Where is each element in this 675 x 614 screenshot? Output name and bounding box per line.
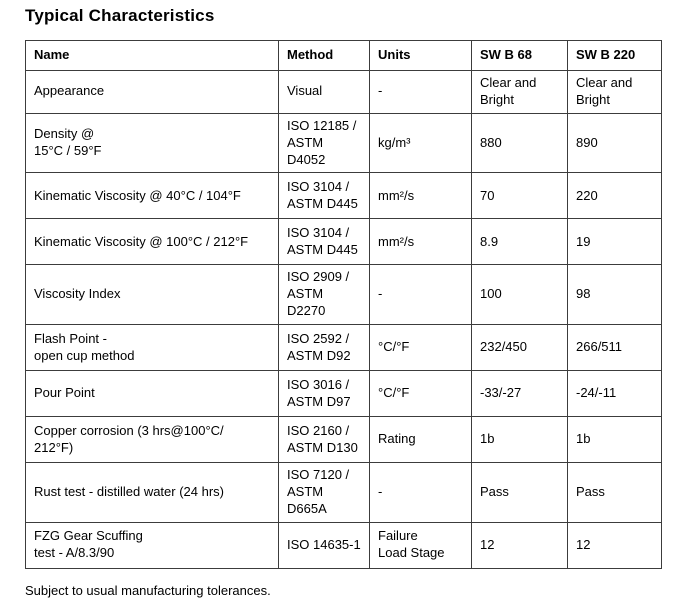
cell-swb68: 70: [471, 172, 568, 220]
table-row: Rust test - distilled water (24 hrs) ISO…: [25, 462, 662, 523]
table-row: Kinematic Viscosity @ 40°C / 104°F ISO 3…: [25, 172, 662, 220]
cell-method: ISO 12185 / ASTM D4052: [278, 112, 370, 174]
cell-units: Rating: [369, 416, 472, 464]
cell-units: -: [369, 264, 472, 326]
cell-swb68: 100: [471, 264, 568, 326]
table-row: Copper corrosion (3 hrs@100°C/ 212°F) IS…: [25, 416, 662, 464]
cell-name: Flash Point - open cup method: [25, 324, 279, 372]
cell-swb68: 1b: [471, 416, 568, 464]
cell-swb68: Pass: [471, 462, 568, 523]
cell-method: ISO 3104 / ASTM D445: [278, 172, 370, 220]
column-header-method: Method: [278, 40, 370, 71]
cell-swb68: 12: [471, 521, 568, 569]
column-header-units: Units: [369, 40, 472, 71]
table-row: Appearance Visual - Clear and Bright Cle…: [25, 70, 662, 114]
cell-units: °C/°F: [369, 370, 472, 418]
cell-units: -: [369, 462, 472, 523]
cell-name: Copper corrosion (3 hrs@100°C/ 212°F): [25, 416, 279, 464]
cell-units: mm²/s: [369, 172, 472, 220]
cell-swb68: Clear and Bright: [471, 70, 568, 114]
cell-units: -: [369, 70, 472, 114]
cell-name: Pour Point: [25, 370, 279, 418]
cell-name: Rust test - distilled water (24 hrs): [25, 462, 279, 523]
cell-method: ISO 2909 / ASTM D2270: [278, 264, 370, 326]
table-row: FZG Gear Scuffing test - A/8.3/90 ISO 14…: [25, 521, 662, 569]
table-row: Pour Point ISO 3016 / ASTM D97 °C/°F -33…: [25, 370, 662, 418]
cell-name: FZG Gear Scuffing test - A/8.3/90: [25, 521, 279, 569]
cell-name: Appearance: [25, 70, 279, 114]
cell-method: ISO 14635-1: [278, 521, 370, 569]
cell-units: mm²/s: [369, 218, 472, 266]
table-header-row: Name Method Units SW B 68 SW B 220: [25, 40, 662, 71]
cell-swb220: -24/-11: [567, 370, 662, 418]
cell-method: ISO 3016 / ASTM D97: [278, 370, 370, 418]
cell-swb220: 220: [567, 172, 662, 220]
cell-swb220: 12: [567, 521, 662, 569]
cell-swb220: 890: [567, 112, 662, 174]
table-row: Flash Point - open cup method ISO 2592 /…: [25, 324, 662, 372]
cell-method: ISO 3104 / ASTM D445: [278, 218, 370, 266]
cell-swb220: 98: [567, 264, 662, 326]
column-header-swb220: SW B 220: [567, 40, 662, 71]
characteristics-table: Name Method Units SW B 68 SW B 220 Appea…: [25, 40, 662, 569]
cell-units: Failure Load Stage: [369, 521, 472, 569]
cell-swb220: Clear and Bright: [567, 70, 662, 114]
cell-swb220: 19: [567, 218, 662, 266]
cell-swb68: 8.9: [471, 218, 568, 266]
cell-units: kg/m³: [369, 112, 472, 174]
cell-method: ISO 2592 / ASTM D92: [278, 324, 370, 372]
cell-name: Kinematic Viscosity @ 40°C / 104°F: [25, 172, 279, 220]
table-row: Density @ 15°C / 59°F ISO 12185 / ASTM D…: [25, 112, 662, 174]
cell-swb68: -33/-27: [471, 370, 568, 418]
table-row: Kinematic Viscosity @ 100°C / 212°F ISO …: [25, 218, 662, 266]
cell-swb68: 232/450: [471, 324, 568, 372]
cell-name: Viscosity Index: [25, 264, 279, 326]
cell-swb68: 880: [471, 112, 568, 174]
table-row: Viscosity Index ISO 2909 / ASTM D2270 - …: [25, 264, 662, 326]
column-header-swb68: SW B 68: [471, 40, 568, 71]
cell-swb220: Pass: [567, 462, 662, 523]
cell-name: Kinematic Viscosity @ 100°C / 212°F: [25, 218, 279, 266]
cell-swb220: 1b: [567, 416, 662, 464]
cell-method: ISO 2160 / ASTM D130: [278, 416, 370, 464]
tolerance-note: Subject to usual manufacturing tolerance…: [25, 582, 271, 598]
cell-swb220: 266/511: [567, 324, 662, 372]
column-header-name: Name: [25, 40, 279, 71]
cell-method: ISO 7120 / ASTM D665A: [278, 462, 370, 523]
page-title: Typical Characteristics: [25, 6, 215, 25]
cell-method: Visual: [278, 70, 370, 114]
cell-units: °C/°F: [369, 324, 472, 372]
cell-name: Density @ 15°C / 59°F: [25, 112, 279, 174]
